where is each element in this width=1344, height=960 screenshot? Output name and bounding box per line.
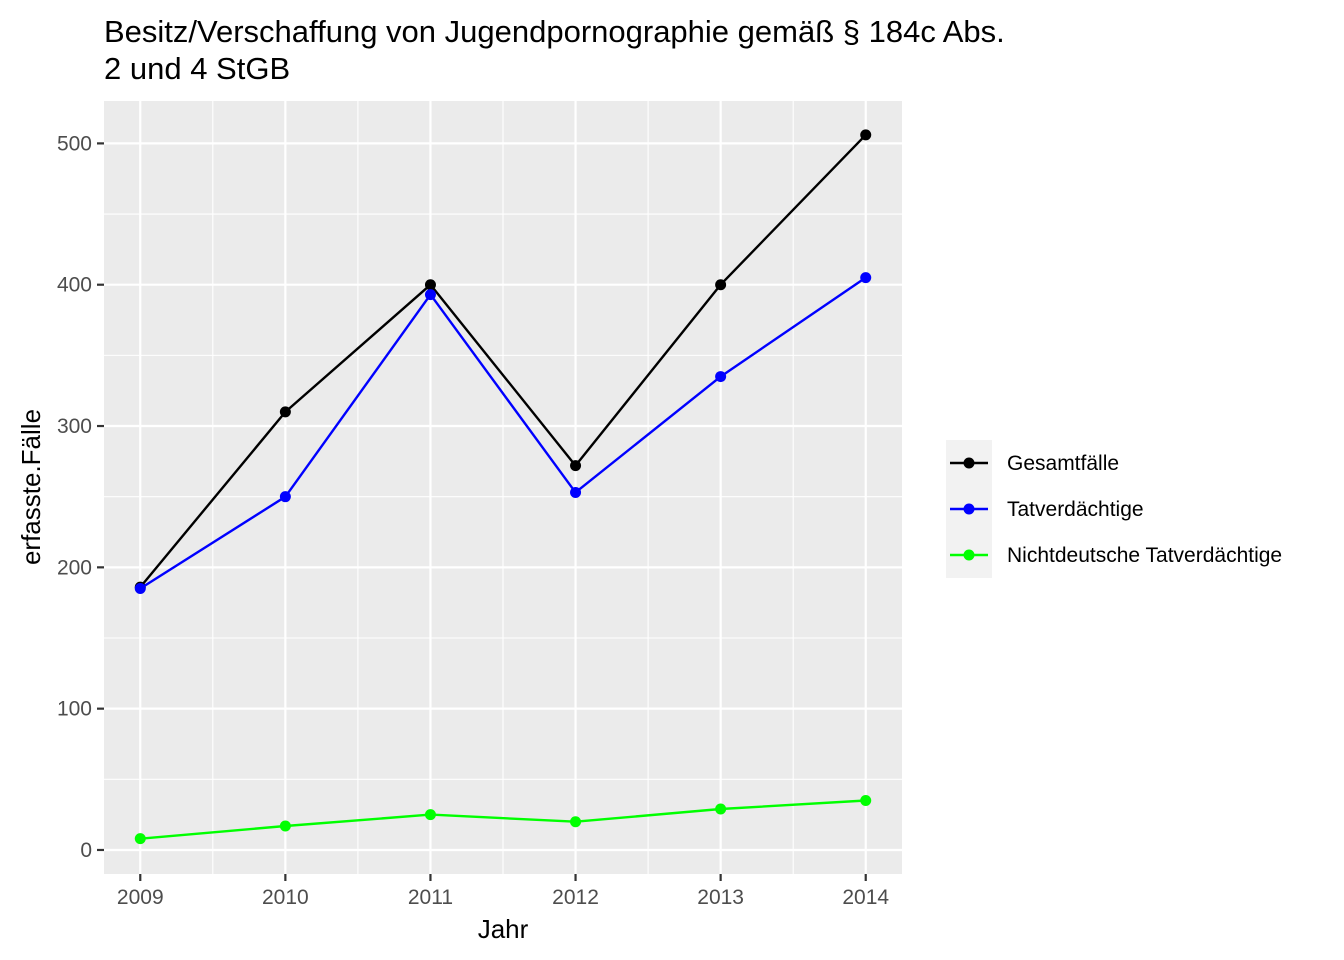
series-1-point	[860, 272, 872, 284]
series-line-2	[140, 799, 866, 840]
series-1-point	[424, 289, 436, 301]
legend-label-2: Nichtdeutsche Tatverdächtige	[1007, 544, 1282, 567]
series-layer	[134, 129, 872, 845]
series-0-point	[279, 406, 291, 418]
series-1-point	[570, 486, 582, 498]
y-axis-title: erfasste.Fälle	[16, 409, 46, 565]
x-tick-label: 2010	[262, 886, 309, 909]
legend-key-point-2	[963, 549, 975, 561]
legend-label-0: Gesamtfälle	[1007, 452, 1119, 475]
legend: Gesamtfälle Tatverdächtige Nichtdeutsche T…	[946, 440, 1282, 578]
minor-gridlines	[104, 101, 902, 874]
series-1-point	[279, 491, 291, 503]
y-tick-label: 300	[57, 415, 92, 438]
legend-label-1: Tatverdächtige	[1007, 498, 1144, 521]
y-axis: 0 100 200 300 400 500	[57, 132, 104, 862]
series-2-point	[570, 816, 582, 828]
chart-title-line-1: Besitz/Verschaffung von Jugendpornograph…	[104, 14, 1005, 49]
series-0-point	[424, 279, 436, 291]
x-axis-title: Jahr	[478, 914, 529, 944]
series-line-1	[139, 276, 867, 590]
series-2-point	[860, 795, 872, 807]
y-tick-label: 0	[80, 839, 92, 862]
series-2-point	[715, 803, 727, 815]
series-line-0	[139, 134, 867, 588]
y-tick-label: 500	[57, 132, 92, 155]
series-0-point	[715, 279, 727, 291]
x-axis: 2009 2010 2011 2012 2013 2014	[117, 874, 889, 909]
series-2-point	[279, 820, 291, 832]
x-tick-label: 2011	[408, 886, 453, 909]
y-tick-label: 200	[57, 556, 92, 579]
chart-title-line-2: 2 und 4 StGB	[104, 51, 290, 86]
series-2-point	[134, 833, 146, 845]
y-tick-label: 400	[57, 274, 92, 297]
series-1-point	[134, 583, 146, 595]
series-0-point	[570, 460, 582, 472]
major-gridlines	[104, 101, 902, 874]
x-tick-label: 2012	[552, 886, 599, 909]
series-0-point	[860, 129, 872, 141]
series-1-point	[715, 371, 727, 383]
x-tick-label: 2009	[117, 886, 164, 909]
x-tick-label: 2014	[842, 886, 889, 909]
series-2-point	[424, 809, 436, 821]
x-tick-label: 2013	[697, 886, 744, 909]
legend-key-point-1	[963, 503, 975, 515]
legend-key-point-0	[963, 457, 975, 469]
y-tick-label: 100	[57, 698, 92, 721]
